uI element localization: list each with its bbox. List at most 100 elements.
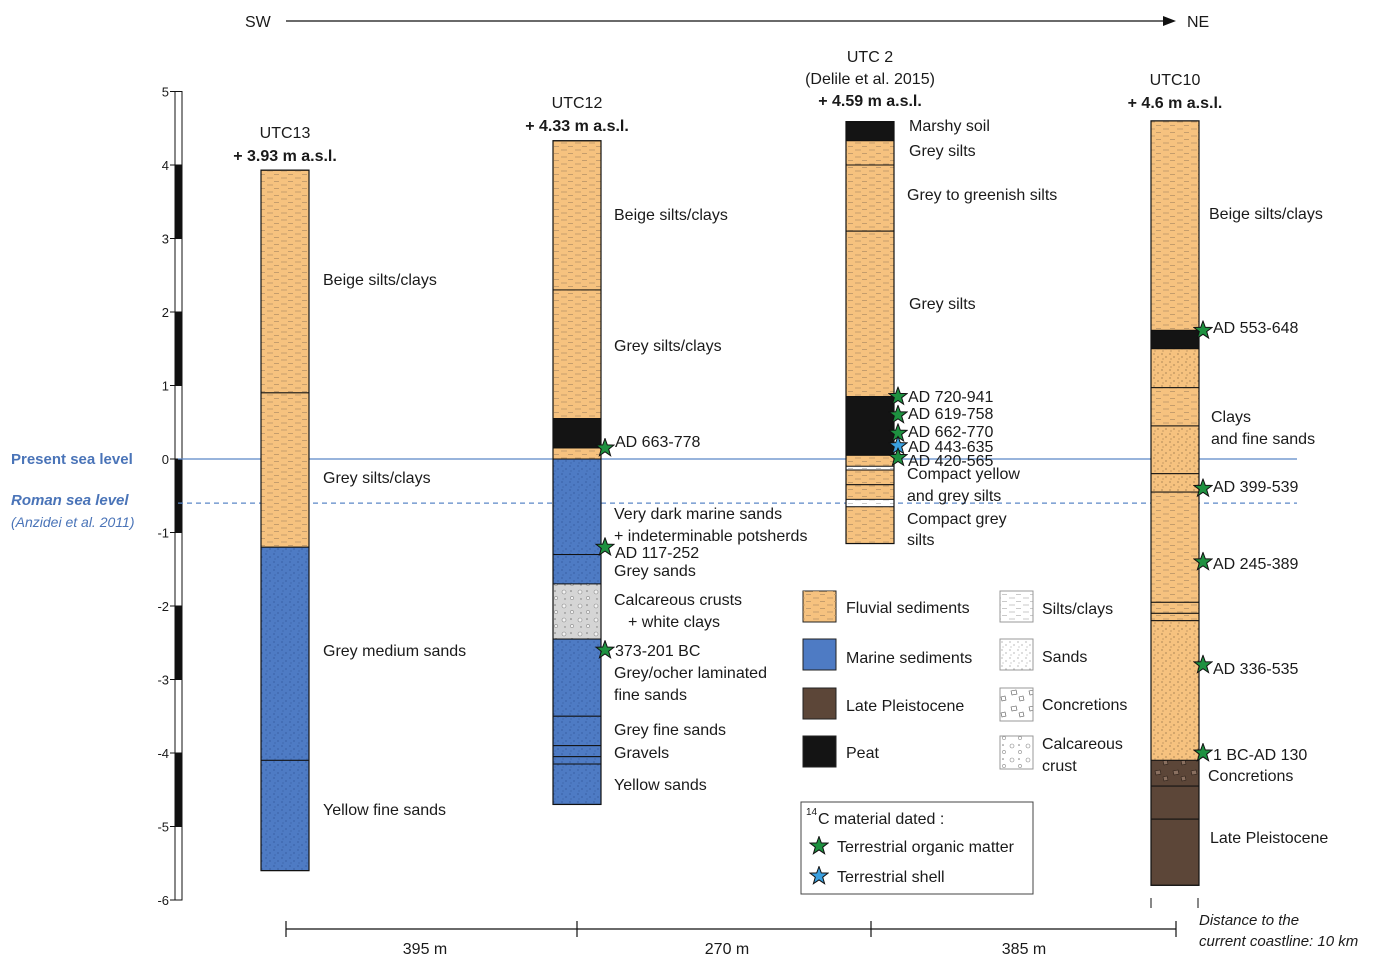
present-sea-level: Present sea level [11,451,1297,468]
legend-label-marine: Marine sediments [846,650,972,667]
layer-label: Late Pleistocene [1210,830,1328,847]
layer-pattern [553,716,601,746]
scale-tick-label: -6 [157,893,169,908]
legend-label-silt: Silts/clays [1042,601,1113,618]
direction-end-label: NE [1187,14,1209,31]
layer-label: Grey silts [909,143,976,160]
scale-segment [174,532,183,607]
date-label: AD 662-770 [908,424,993,441]
date-label: AD 399-539 [1213,479,1298,496]
layer-pattern [1151,121,1199,330]
layer-pattern [261,170,309,393]
layer-pattern [1151,760,1199,786]
layer-pattern [846,231,894,397]
title-utc2: UTC 2 [847,49,893,66]
legend-swatch-pleistocene [802,687,837,720]
layer-label: Beige silts/clays [614,207,728,224]
date-label: AD 663-778 [615,434,700,451]
header-utc2: UTC 2 (Delile et al. 2015) + 4.59 m a.s.… [805,49,935,110]
dated-material-box [800,801,1034,895]
layer-pattern [1151,492,1199,602]
legend: Fluvial sediments Marine sediments Late … [800,590,1127,895]
scale-tick-label: 3 [162,232,169,247]
layer-peat [552,418,602,449]
layer-label: Concretions [1208,768,1293,785]
legend-swatch-calcareous [999,735,1034,770]
distance-label: 395 m [403,941,447,958]
legend-label-sand: Sands [1042,649,1087,666]
core-columns [260,120,1200,886]
labels-utc2: Marshy soil Grey silts Grey to greenish … [907,118,1057,549]
core-outline [845,121,895,545]
date-label: AD 336-535 [1213,661,1298,678]
layer-label: Compact yellow [907,466,1020,483]
layer-peat [845,121,895,142]
layer-label: and grey silts [907,488,1001,505]
scale-tick-label: -2 [157,599,169,614]
legend-swatch-sand [999,638,1034,671]
layer-label: Clays [1211,409,1251,426]
date-label: AD 619-758 [908,406,993,423]
legend-swatch-marine [802,638,837,671]
layer-pattern [1151,426,1199,474]
layer-pattern [553,555,601,584]
layer-pattern [846,470,894,485]
scale-tick-label: -1 [157,526,169,541]
coastline-note-line2: current coastline: 10 km [1199,933,1358,950]
core-outline [552,140,602,806]
roman-sea-level: Roman sea level (Anzidei et al. 2011) [11,492,1297,530]
layer-label: Grey silts [909,296,976,313]
elevation-utc2: + 4.59 m a.s.l. [818,93,922,110]
layer-label: silts [907,532,935,549]
layer-pattern [261,393,309,547]
scale-tick-label: -4 [157,746,169,761]
layer-pattern [1151,388,1199,426]
layer-label: Grey fine sands [614,722,726,739]
scale-segment [174,458,183,533]
title-utc10: UTC10 [1150,72,1201,89]
distance-label: 385 m [1002,941,1046,958]
scale-tick-label: 1 [162,379,169,394]
dated-title: C material dated : [818,811,944,828]
layer-label: Yellow sands [614,777,707,794]
core-utc13 [260,169,310,872]
scale-tick-label: 0 [162,452,169,467]
layer-peat [845,396,895,456]
scale-segment [174,605,183,680]
legend-label-pleistocene: Late Pleistocene [846,698,964,715]
date-label: AD 245-389 [1213,556,1298,573]
direction-arrow: SW NE [245,14,1209,31]
title-utc12: UTC12 [552,95,603,112]
layer-label: Grey silts/clays [323,470,431,487]
scale-segment [174,679,183,754]
scale-tick-label: 2 [162,305,169,320]
layer-pattern [553,459,601,555]
layer-pattern [553,448,601,459]
layer-label: Grey medium sands [323,643,466,660]
date-label: AD 420-565 [908,453,993,470]
direction-start-label: SW [245,14,272,31]
layer-label: and fine sands [1211,431,1315,448]
labels-utc13: Beige silts/clays Grey silts/clays Grey … [323,272,466,819]
layer-pattern [1151,474,1199,492]
scale-tick-label: -5 [157,820,169,835]
legend-label-calcareous: Calcareous [1042,736,1123,753]
date-label: AD 117-252 [615,545,699,562]
labels-utc10: Beige silts/clays Clays and fine sands C… [1208,206,1328,847]
layer-pattern [553,746,601,757]
core-outline [260,169,310,872]
layer-pattern [1151,349,1199,388]
legend-label-peat: Peat [846,745,879,762]
layer-label: Compact grey [907,511,1007,528]
layer-label: Calcareous crusts [614,592,742,609]
layer-pattern [553,639,601,716]
layer-pattern [846,485,894,499]
layer-label: Grey to greenish silts [907,187,1057,204]
layer-label: Marshy soil [909,118,990,135]
layer-label: fine sands [614,687,687,704]
scale-tick-label: 5 [162,85,169,100]
scale-tick-label: 4 [162,158,169,173]
layer-pattern [1151,613,1199,621]
elevation-utc12: + 4.33 m a.s.l. [525,118,629,135]
